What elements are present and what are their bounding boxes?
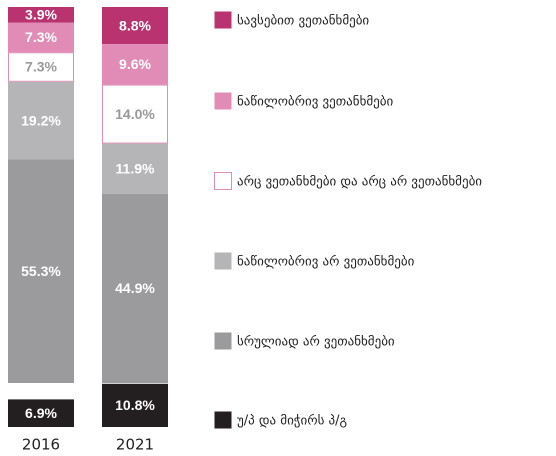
- legend-label: ნაწილობრივ არ ვეთანხმები: [237, 255, 415, 270]
- legend-swatch: [214, 172, 232, 190]
- year-label: 2021: [116, 436, 154, 454]
- segment-label: 11.9%: [116, 160, 155, 176]
- legend-swatch: [214, 411, 232, 429]
- legend-label: სავსებით ვეთანხმები: [237, 14, 369, 29]
- legend-swatch: [214, 252, 232, 270]
- segment-label: 8.8%: [119, 17, 151, 33]
- legend-swatch: [214, 92, 232, 110]
- legend-label: სრულიად არ ვეთანხმები: [237, 335, 395, 350]
- bar-segment: [102, 7, 168, 45]
- bar-segment: [102, 193, 168, 383]
- segment-label: 10.8%: [115, 397, 155, 413]
- legend-swatch: [214, 11, 232, 29]
- bar-segment: [102, 84, 168, 144]
- legend-label: ნაწილობრივ ვეთანხმები: [237, 95, 393, 110]
- bar-segment: [8, 159, 74, 383]
- segment-label: 7.3%: [25, 29, 57, 45]
- year-label: 2016: [22, 436, 60, 454]
- segment-label: 55.3%: [21, 263, 61, 279]
- bar-segment: [102, 44, 168, 85]
- segment-label: 7.3%: [25, 59, 57, 75]
- bar-segment: [8, 81, 74, 160]
- bar-segment: [102, 383, 168, 427]
- bar-segment: [8, 399, 74, 427]
- legend-label: არც ვეთანხმები და არც არ ვეთანხმები: [237, 175, 482, 190]
- segment-label: 14.0%: [115, 106, 155, 122]
- legend-swatch: [214, 332, 232, 350]
- bar-segment: [8, 22, 74, 53]
- segment-label: 19.2%: [21, 112, 61, 128]
- segment-label: 44.9%: [115, 280, 155, 296]
- bar-segment: [8, 52, 74, 82]
- legend-label: უ/პ და მიჭირს პ/გ: [237, 414, 347, 429]
- segment-label: 6.9%: [25, 405, 57, 421]
- bar-segment: [8, 7, 74, 23]
- segment-label: 3.9%: [25, 7, 57, 23]
- segment-label: 9.6%: [119, 56, 151, 72]
- bar-segment: [102, 143, 168, 194]
